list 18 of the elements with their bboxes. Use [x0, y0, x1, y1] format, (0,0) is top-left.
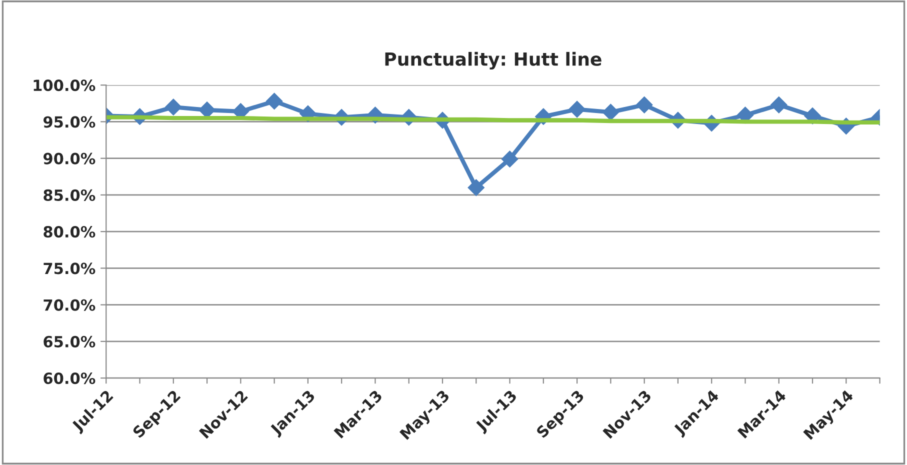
point: [770, 96, 788, 114]
y-tick-label: 85.0%: [44, 189, 96, 201]
y-tick-label: 65.0%: [44, 336, 96, 348]
y-tick-label: 70.0%: [44, 299, 96, 311]
point: [568, 100, 586, 118]
y-tick-label: 95.0%: [43, 116, 96, 128]
point: [266, 92, 283, 110]
y-tick-label: 60.0%: [44, 372, 96, 384]
y-tick-label: 90.0%: [43, 152, 96, 164]
point: [636, 96, 653, 114]
chart-title: Punctuality: Hutt line: [385, 52, 602, 70]
point: [165, 98, 182, 116]
y-tick-label: 100.0%: [34, 80, 96, 92]
point: [468, 179, 485, 196]
point: [501, 150, 518, 168]
point: [602, 104, 620, 121]
y-tick-label: 75.0%: [44, 262, 96, 274]
y-tick-label: 80.0%: [44, 226, 96, 238]
